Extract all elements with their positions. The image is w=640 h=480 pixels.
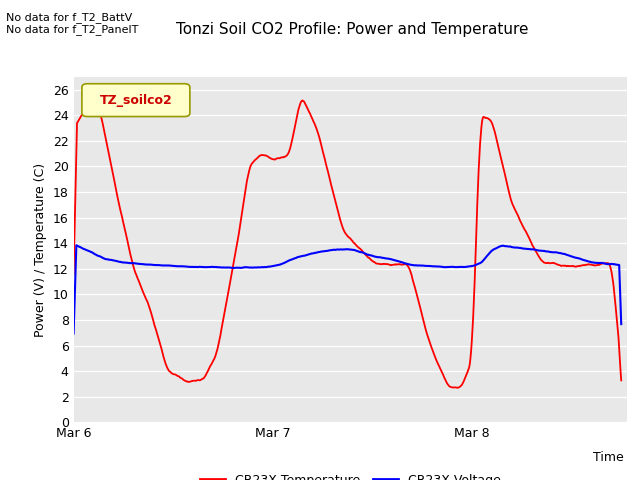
CR23X Temperature: [299, 97, 307, 103]
Line: CR23X Temperature: CR23X Temperature: [74, 100, 621, 388]
CR23X Voltage: [419, 263, 427, 268]
Legend: CR23X Temperature, CR23X Voltage: CR23X Temperature, CR23X Voltage: [200, 474, 500, 480]
Text: TZ_soilco2: TZ_soilco2: [99, 94, 172, 107]
CR23X Voltage: [618, 321, 625, 327]
CR23X Temperature: [419, 317, 427, 323]
CR23X Voltage: [388, 257, 396, 263]
Text: No data for f_T2_PanelT: No data for f_T2_PanelT: [6, 24, 139, 35]
CR23X Temperature: [618, 377, 625, 383]
Y-axis label: Power (V) / Temperature (C): Power (V) / Temperature (C): [35, 163, 47, 336]
Text: No data for f_T2_BattV: No data for f_T2_BattV: [6, 12, 132, 23]
CR23X Voltage: [70, 331, 77, 336]
CR23X Temperature: [454, 385, 462, 391]
Text: Tonzi Soil CO2 Profile: Power and Temperature: Tonzi Soil CO2 Profile: Power and Temper…: [176, 22, 528, 36]
CR23X Temperature: [486, 118, 494, 123]
CR23X Temperature: [103, 143, 111, 148]
CR23X Voltage: [542, 249, 550, 254]
CR23X Temperature: [403, 262, 410, 268]
FancyBboxPatch shape: [82, 84, 190, 117]
CR23X Voltage: [486, 250, 493, 256]
CR23X Temperature: [70, 271, 77, 277]
CR23X Voltage: [72, 242, 80, 248]
Line: CR23X Voltage: CR23X Voltage: [74, 245, 621, 334]
CR23X Temperature: [543, 260, 550, 266]
CR23X Voltage: [403, 261, 410, 266]
Text: Time: Time: [593, 451, 624, 464]
CR23X Voltage: [104, 256, 112, 262]
CR23X Temperature: [388, 262, 396, 268]
